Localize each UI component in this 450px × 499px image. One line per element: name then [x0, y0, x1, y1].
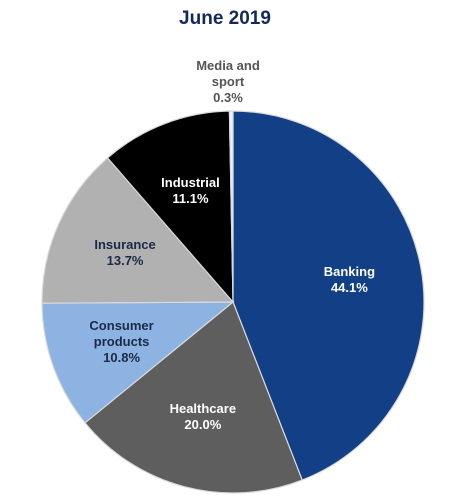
slice-label: Industrial 11.1% — [140, 175, 240, 207]
pie-slice — [106, 110, 234, 304]
category-name: Consumer products — [89, 318, 154, 350]
chart-title: June 2019 — [179, 8, 271, 29]
pie-slice — [84, 301, 303, 494]
category-name: Insurance — [94, 237, 156, 253]
slice-label: Consumer products 10.8% — [72, 318, 172, 366]
slice-label: Banking 44.1% — [299, 264, 399, 296]
pie-slice — [232, 110, 425, 481]
category-name: Banking — [323, 264, 376, 280]
pie-slice — [41, 301, 235, 424]
slice-label: Media and sport 0.3% — [183, 58, 273, 106]
pie-slice — [228, 110, 234, 303]
value-label: 13.7% — [106, 253, 144, 269]
value-label: 20.0% — [184, 416, 222, 432]
category-name: Healthcare — [169, 400, 237, 416]
category-name: Industrial — [161, 175, 220, 191]
slice-label: Healthcare 20.0% — [153, 401, 253, 433]
slice-label: Insurance 13.7% — [75, 237, 175, 269]
pie-slice — [41, 157, 235, 304]
value-label: 11.1% — [172, 191, 209, 207]
value-label: 44.1% — [330, 280, 368, 296]
category-name: Media and sport — [196, 58, 260, 89]
value-label: 0.3% — [213, 90, 243, 105]
value-label: 10.8% — [103, 350, 141, 366]
